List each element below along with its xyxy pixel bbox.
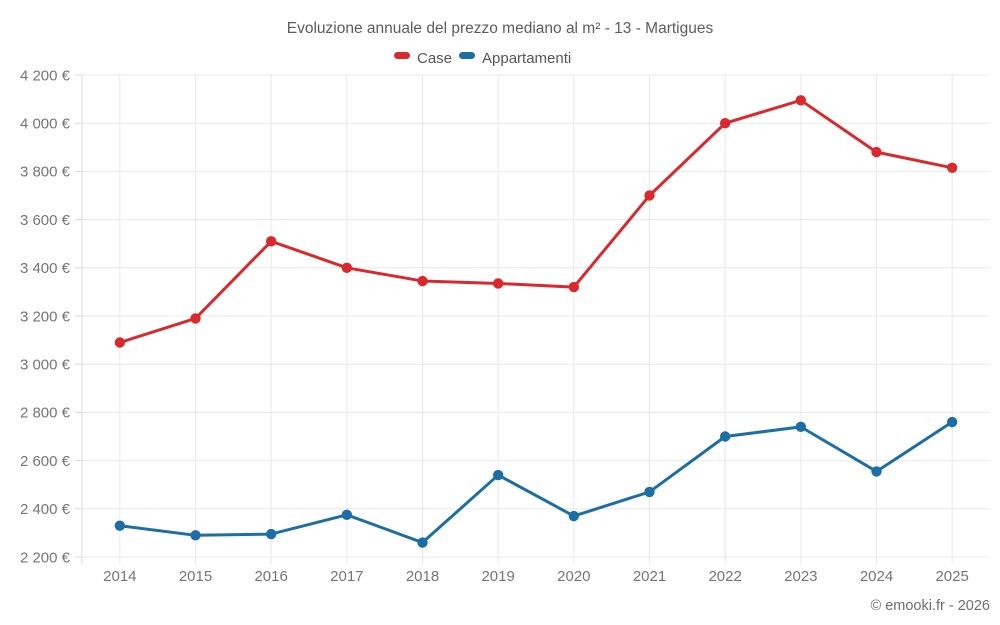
x-axis-label: 2019: [481, 568, 514, 585]
y-axis-label: 3 000 €: [20, 356, 71, 373]
y-axis-label: 3 600 €: [20, 212, 71, 229]
x-axis-label: 2022: [708, 568, 741, 585]
data-point-appartamenti-2021[interactable]: [644, 486, 655, 498]
chart-legend: Case Appartamenti: [394, 50, 571, 67]
data-point-appartamenti-2014[interactable]: [114, 520, 126, 531]
axis-layer: 2 200 € 2 400 € 2 600 € 2 800 € 3 000 € 3 200…: [20, 67, 969, 585]
data-point-case-2022[interactable]: [719, 118, 731, 129]
data-point-appartamenti-2016[interactable]: [265, 528, 277, 540]
legend-item-appartamenti[interactable]: Appartamenti: [459, 50, 571, 67]
data-point-case-2014[interactable]: [114, 337, 126, 348]
data-point-appartamenti-2024[interactable]: [871, 466, 882, 477]
x-axis-label: 2017: [330, 568, 363, 585]
data-point-appartamenti-2020[interactable]: [568, 510, 580, 522]
data-point-appartamenti-2025[interactable]: [946, 416, 958, 428]
data-point-appartamenti-2022[interactable]: [719, 431, 731, 442]
data-point-appartamenti-2017[interactable]: [341, 509, 353, 521]
data-point-appartamenti-2018[interactable]: [417, 537, 428, 548]
y-axis-label: 4 000 €: [20, 115, 71, 132]
data-point-appartamenti-2023[interactable]: [795, 421, 807, 433]
x-axis-label: 2018: [406, 568, 439, 585]
legend-label-case: Case: [417, 50, 452, 67]
x-axis-label: 2016: [254, 568, 287, 585]
series-line-case: [118, 98, 954, 345]
legend-label-appartamenti: Appartamenti: [482, 50, 571, 67]
y-axis-label: 2 600 €: [20, 453, 71, 470]
y-axis-label: 2 400 €: [20, 501, 71, 518]
y-axis-label: 3 800 €: [20, 164, 71, 181]
data-point-case-2016[interactable]: [265, 236, 277, 247]
data-point-case-2018[interactable]: [417, 275, 428, 287]
grid-layer: [82, 74, 990, 564]
data-point-case-2020[interactable]: [568, 281, 580, 293]
x-axis-label: 2014: [103, 568, 136, 585]
data-point-case-2021[interactable]: [644, 190, 655, 201]
data-point-case-2019[interactable]: [492, 278, 504, 289]
y-axis-label: 3 200 €: [20, 308, 71, 325]
legend-item-case[interactable]: Case: [394, 50, 452, 67]
data-point-case-2017[interactable]: [341, 262, 353, 273]
y-axis-label: 4 200 €: [20, 67, 71, 84]
data-point-appartamenti-2015[interactable]: [190, 530, 201, 541]
x-axis-label: 2025: [935, 568, 968, 585]
y-axis-label: 2 800 €: [20, 405, 71, 422]
y-axis-label: 3 400 €: [20, 260, 71, 277]
chart-title: Evoluzione annuale del prezzo mediano al…: [287, 20, 714, 37]
copyright-footer: © emooki.fr - 2026: [871, 598, 990, 614]
case-legend-swatch-icon: [394, 52, 410, 59]
data-point-appartamenti-2019[interactable]: [492, 469, 504, 481]
series-line-appartamenti: [118, 420, 954, 545]
y-axis-label: 2 200 €: [20, 549, 71, 566]
series-layer: [114, 95, 958, 548]
x-axis-label: 2023: [784, 568, 817, 585]
x-axis-label: 2021: [633, 568, 666, 585]
x-axis-label: 2024: [860, 568, 893, 585]
x-axis-label: 2020: [557, 568, 590, 585]
data-point-case-2015[interactable]: [190, 313, 201, 324]
data-point-case-2024[interactable]: [871, 146, 882, 158]
data-point-case-2023[interactable]: [795, 95, 807, 106]
appartamenti-legend-swatch-icon: [459, 52, 475, 59]
data-point-case-2025[interactable]: [946, 162, 958, 173]
x-axis-label: 2015: [179, 568, 212, 585]
